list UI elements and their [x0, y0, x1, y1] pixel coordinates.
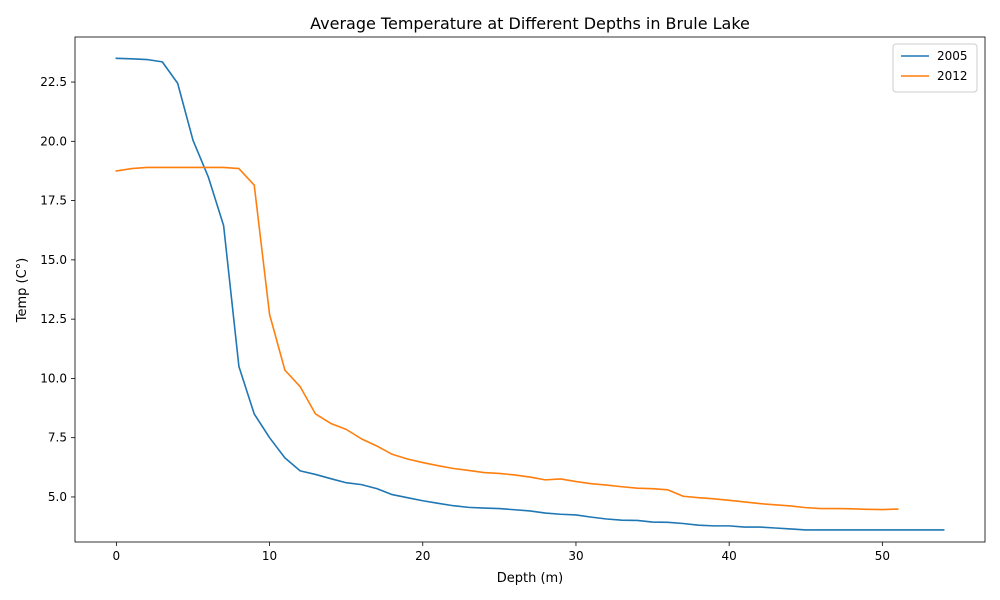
x-tick-label: 20	[415, 549, 430, 563]
y-tick-label: 17.5	[40, 194, 67, 208]
x-tick-label: 50	[875, 549, 890, 563]
plot-frame	[74, 36, 986, 543]
x-tick-label: 30	[568, 549, 583, 563]
y-tick-label: 15.0	[40, 253, 67, 267]
y-tick-label: 20.0	[40, 134, 67, 148]
chart-title: Average Temperature at Different Depths …	[310, 14, 750, 33]
x-axis-label: Depth (m)	[497, 571, 564, 586]
legend: 2005 2012	[892, 43, 978, 93]
y-axis-label: Temp (C°)	[15, 258, 30, 324]
x-tick-label: 0	[113, 549, 121, 563]
y-tick-label: 12.5	[40, 312, 67, 326]
x-tick-label: 10	[262, 549, 277, 563]
series-line-2012	[115, 166, 899, 511]
y-tick-label: 7.5	[48, 431, 67, 445]
y-tick-label: 5.0	[48, 490, 67, 504]
legend-label-2012: 2012	[937, 69, 968, 83]
x-tick-label: 40	[722, 549, 737, 563]
y-tick-label: 22.5	[40, 75, 67, 89]
series-line-2005	[115, 57, 945, 531]
legend-label-2005: 2005	[937, 49, 968, 63]
y-tick-label: 10.0	[40, 371, 67, 385]
